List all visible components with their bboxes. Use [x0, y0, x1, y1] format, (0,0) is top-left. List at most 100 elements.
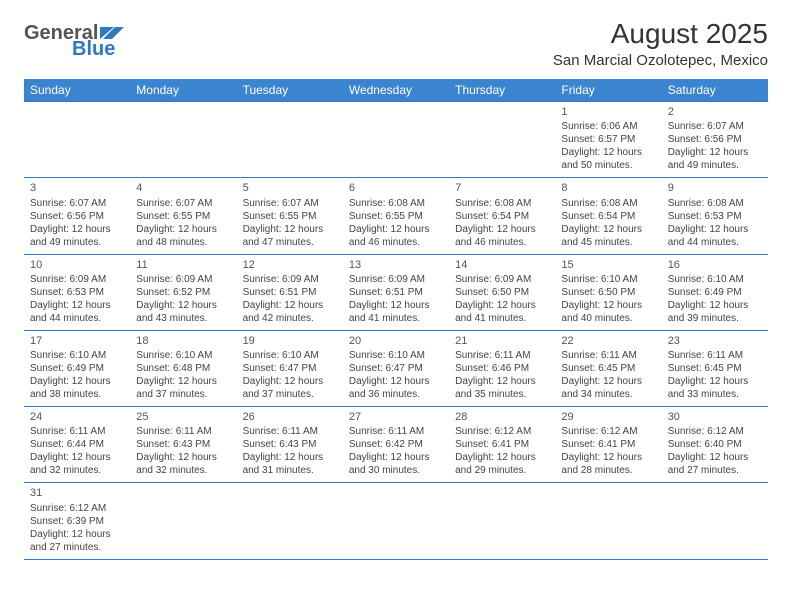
sunset-text: Sunset: 6:50 PM	[561, 286, 655, 299]
daylight-text-1: Daylight: 12 hours	[243, 299, 337, 312]
daylight-text-1: Daylight: 12 hours	[30, 223, 124, 236]
day-number: 24	[30, 410, 124, 424]
day-number: 27	[349, 410, 443, 424]
sunset-text: Sunset: 6:44 PM	[30, 438, 124, 451]
daylight-text-2: and 27 minutes.	[668, 464, 762, 477]
calendar-cell	[555, 483, 661, 559]
daylight-text-2: and 44 minutes.	[30, 312, 124, 325]
daylight-text-1: Daylight: 12 hours	[455, 375, 549, 388]
daylight-text-2: and 40 minutes.	[561, 312, 655, 325]
daylight-text-1: Daylight: 12 hours	[30, 451, 124, 464]
daylight-text-1: Daylight: 12 hours	[243, 375, 337, 388]
calendar-cell: 4Sunrise: 6:07 AMSunset: 6:55 PMDaylight…	[130, 178, 236, 254]
sunset-text: Sunset: 6:41 PM	[561, 438, 655, 451]
calendar-cell: 11Sunrise: 6:09 AMSunset: 6:52 PMDayligh…	[130, 254, 236, 330]
calendar-cell: 29Sunrise: 6:12 AMSunset: 6:41 PMDayligh…	[555, 407, 661, 483]
sunrise-text: Sunrise: 6:09 AM	[243, 273, 337, 286]
sunset-text: Sunset: 6:56 PM	[30, 210, 124, 223]
daylight-text-2: and 32 minutes.	[136, 464, 230, 477]
daylight-text-2: and 29 minutes.	[455, 464, 549, 477]
day-header: Tuesday	[237, 79, 343, 102]
daylight-text-1: Daylight: 12 hours	[561, 299, 655, 312]
calendar-cell	[343, 102, 449, 178]
day-number: 6	[349, 181, 443, 195]
day-number: 20	[349, 334, 443, 348]
sunset-text: Sunset: 6:47 PM	[243, 362, 337, 375]
sunset-text: Sunset: 6:51 PM	[349, 286, 443, 299]
calendar-cell: 6Sunrise: 6:08 AMSunset: 6:55 PMDaylight…	[343, 178, 449, 254]
daylight-text-2: and 32 minutes.	[30, 464, 124, 477]
logo: GeneralBlue	[24, 18, 124, 69]
calendar-cell	[449, 102, 555, 178]
daylight-text-2: and 34 minutes.	[561, 388, 655, 401]
sunrise-text: Sunrise: 6:12 AM	[455, 425, 549, 438]
sunset-text: Sunset: 6:53 PM	[30, 286, 124, 299]
daylight-text-2: and 41 minutes.	[455, 312, 549, 325]
sunset-text: Sunset: 6:43 PM	[243, 438, 337, 451]
calendar-cell: 31Sunrise: 6:12 AMSunset: 6:39 PMDayligh…	[24, 483, 130, 559]
calendar-cell: 18Sunrise: 6:10 AMSunset: 6:48 PMDayligh…	[130, 330, 236, 406]
calendar-cell: 5Sunrise: 6:07 AMSunset: 6:55 PMDaylight…	[237, 178, 343, 254]
daylight-text-1: Daylight: 12 hours	[668, 299, 762, 312]
sunrise-text: Sunrise: 6:08 AM	[561, 197, 655, 210]
daylight-text-2: and 37 minutes.	[243, 388, 337, 401]
sunset-text: Sunset: 6:47 PM	[349, 362, 443, 375]
day-number: 5	[243, 181, 337, 195]
day-header: Sunday	[24, 79, 130, 102]
day-number: 13	[349, 258, 443, 272]
day-number: 26	[243, 410, 337, 424]
calendar-cell: 3Sunrise: 6:07 AMSunset: 6:56 PMDaylight…	[24, 178, 130, 254]
sunset-text: Sunset: 6:51 PM	[243, 286, 337, 299]
sunrise-text: Sunrise: 6:10 AM	[349, 349, 443, 362]
calendar-cell: 27Sunrise: 6:11 AMSunset: 6:42 PMDayligh…	[343, 407, 449, 483]
calendar-cell: 16Sunrise: 6:10 AMSunset: 6:49 PMDayligh…	[662, 254, 768, 330]
sunset-text: Sunset: 6:55 PM	[349, 210, 443, 223]
sunrise-text: Sunrise: 6:06 AM	[561, 120, 655, 133]
sunset-text: Sunset: 6:50 PM	[455, 286, 549, 299]
calendar-cell: 20Sunrise: 6:10 AMSunset: 6:47 PMDayligh…	[343, 330, 449, 406]
calendar-cell: 13Sunrise: 6:09 AMSunset: 6:51 PMDayligh…	[343, 254, 449, 330]
sunrise-text: Sunrise: 6:10 AM	[243, 349, 337, 362]
calendar-cell: 9Sunrise: 6:08 AMSunset: 6:53 PMDaylight…	[662, 178, 768, 254]
sunset-text: Sunset: 6:49 PM	[30, 362, 124, 375]
daylight-text-2: and 42 minutes.	[243, 312, 337, 325]
calendar-cell: 22Sunrise: 6:11 AMSunset: 6:45 PMDayligh…	[555, 330, 661, 406]
calendar-cell: 8Sunrise: 6:08 AMSunset: 6:54 PMDaylight…	[555, 178, 661, 254]
sunset-text: Sunset: 6:57 PM	[561, 133, 655, 146]
calendar-row: 24Sunrise: 6:11 AMSunset: 6:44 PMDayligh…	[24, 407, 768, 483]
daylight-text-2: and 41 minutes.	[349, 312, 443, 325]
calendar-cell	[237, 483, 343, 559]
sunrise-text: Sunrise: 6:07 AM	[243, 197, 337, 210]
calendar-cell: 26Sunrise: 6:11 AMSunset: 6:43 PMDayligh…	[237, 407, 343, 483]
daylight-text-2: and 48 minutes.	[136, 236, 230, 249]
daylight-text-2: and 44 minutes.	[668, 236, 762, 249]
daylight-text-1: Daylight: 12 hours	[136, 375, 230, 388]
day-number: 22	[561, 334, 655, 348]
daylight-text-2: and 45 minutes.	[561, 236, 655, 249]
daylight-text-2: and 30 minutes.	[349, 464, 443, 477]
day-number: 14	[455, 258, 549, 272]
daylight-text-1: Daylight: 12 hours	[136, 223, 230, 236]
calendar-cell: 28Sunrise: 6:12 AMSunset: 6:41 PMDayligh…	[449, 407, 555, 483]
daylight-text-1: Daylight: 12 hours	[455, 299, 549, 312]
sunset-text: Sunset: 6:43 PM	[136, 438, 230, 451]
sunrise-text: Sunrise: 6:09 AM	[455, 273, 549, 286]
calendar-cell	[343, 483, 449, 559]
day-number: 28	[455, 410, 549, 424]
calendar-cell	[130, 483, 236, 559]
sunrise-text: Sunrise: 6:11 AM	[136, 425, 230, 438]
calendar-cell: 30Sunrise: 6:12 AMSunset: 6:40 PMDayligh…	[662, 407, 768, 483]
calendar-cell: 17Sunrise: 6:10 AMSunset: 6:49 PMDayligh…	[24, 330, 130, 406]
sunrise-text: Sunrise: 6:09 AM	[349, 273, 443, 286]
location-subtitle: San Marcial Ozolotepec, Mexico	[553, 52, 768, 69]
day-number: 8	[561, 181, 655, 195]
day-number: 1	[561, 105, 655, 119]
sunrise-text: Sunrise: 6:08 AM	[455, 197, 549, 210]
daylight-text-1: Daylight: 12 hours	[455, 451, 549, 464]
day-number: 17	[30, 334, 124, 348]
sunrise-text: Sunrise: 6:12 AM	[668, 425, 762, 438]
sunset-text: Sunset: 6:49 PM	[668, 286, 762, 299]
sunset-text: Sunset: 6:40 PM	[668, 438, 762, 451]
sunrise-text: Sunrise: 6:11 AM	[243, 425, 337, 438]
daylight-text-1: Daylight: 12 hours	[349, 451, 443, 464]
